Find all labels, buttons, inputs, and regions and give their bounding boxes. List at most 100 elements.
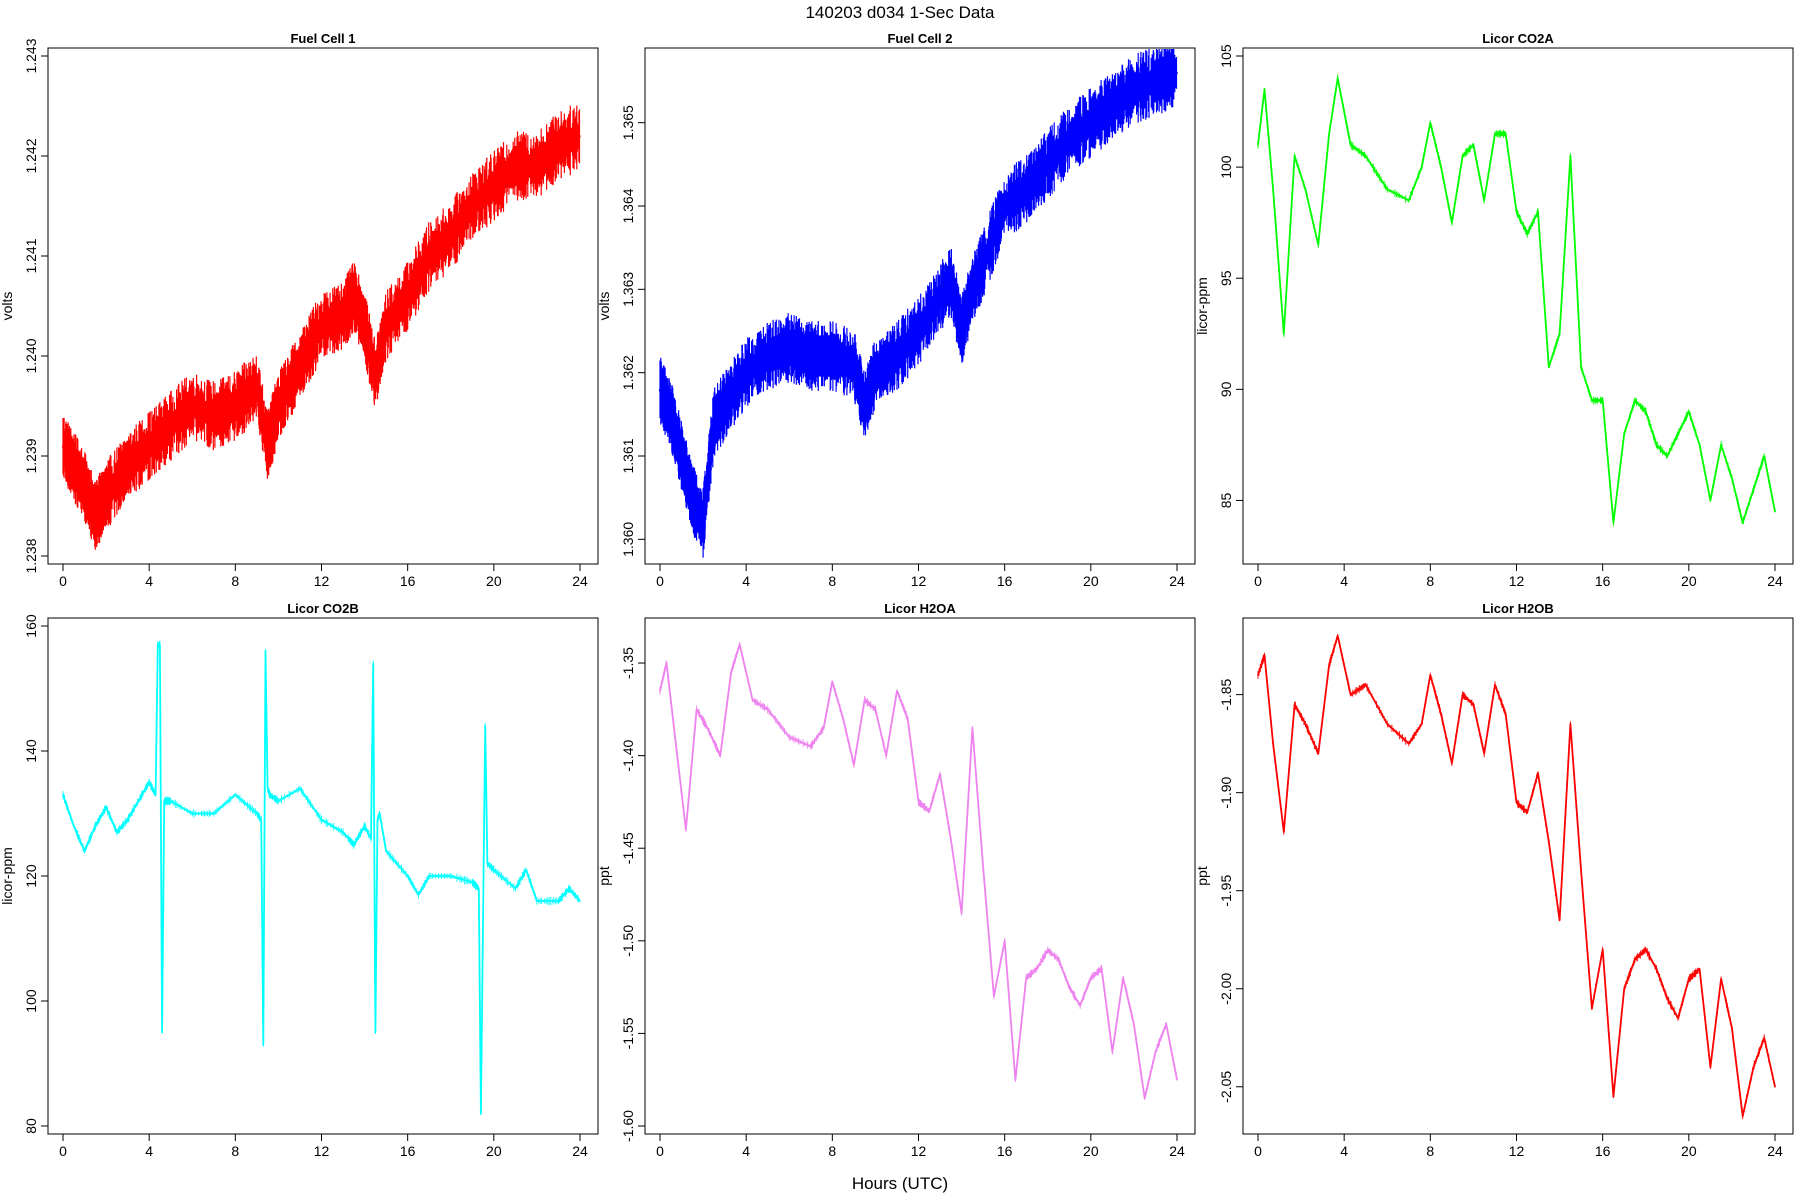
data-point: [1283, 831, 1285, 833]
data-point: [751, 699, 754, 701]
series-line: [1257, 634, 1776, 1118]
data-point: [831, 355, 834, 357]
data-point: [842, 717, 844, 720]
data-point: [1612, 521, 1615, 524]
data-point: [853, 764, 855, 766]
data-point: [299, 365, 301, 367]
data-point: [1580, 870, 1582, 872]
data-point: [536, 900, 538, 902]
data-point: [372, 662, 375, 665]
x-tick-label: 8: [828, 1143, 836, 1159]
x-tick-label: 4: [145, 573, 153, 589]
data-point: [277, 800, 280, 802]
data-point: [450, 235, 452, 237]
y-tick-label: 1.365: [620, 105, 636, 140]
data-point: [1461, 693, 1464, 696]
plot-frame: [1242, 617, 1794, 1135]
data-point: [406, 875, 409, 877]
data-point: [169, 800, 172, 802]
data-point: [1349, 144, 1352, 146]
data-point: [1558, 333, 1561, 335]
x-tick-label: 24: [1169, 1143, 1185, 1159]
data-point: [1655, 444, 1658, 446]
y-tick-label: 1.243: [23, 38, 39, 73]
data-point: [896, 690, 898, 692]
data-point: [1257, 144, 1259, 146]
y-tick-label: 120: [23, 864, 39, 888]
data-point: [234, 405, 237, 407]
data-point: [83, 850, 86, 852]
y-tick-label: 160: [23, 614, 39, 638]
data-point: [478, 887, 480, 890]
data-point: [691, 496, 694, 499]
x-tick-label: 12: [314, 1143, 330, 1159]
panel-licor-co2b: Licor CO2B licor-ppm 0 4 8 12 16 20 24 80 100 120 14…: [0, 601, 599, 1159]
data-point: [262, 1044, 265, 1046]
panel-title: Fuel Cell 1: [290, 31, 355, 46]
data-point: [1569, 155, 1572, 157]
data-point: [1429, 674, 1432, 676]
data-point: [1526, 233, 1529, 235]
data-point: [484, 725, 487, 727]
data-point: [1537, 772, 1539, 774]
data-point: [1025, 188, 1027, 191]
x-tick-label: 12: [1509, 573, 1525, 589]
x-tick-label: 12: [1509, 1143, 1525, 1159]
data-point: [1731, 477, 1733, 480]
y-tick-label: 1.361: [620, 438, 636, 473]
data-point: [1263, 654, 1266, 657]
data-point: [1100, 967, 1103, 970]
data-point: [536, 165, 538, 167]
plot-frame: [644, 617, 1196, 1135]
y-tick-label: 1.364: [620, 188, 636, 223]
data-point: [1090, 977, 1092, 979]
panel-licor-h2oa: Licor H2OA ppt 0 4 8 12 16 20 24 -1.60 -1.55 -1.50 -…: [596, 601, 1196, 1159]
data-point: [1698, 968, 1701, 970]
data-point: [1047, 949, 1049, 951]
data-point: [1257, 674, 1259, 676]
data-point: [863, 699, 866, 701]
data-point: [713, 421, 715, 424]
data-point: [1304, 723, 1307, 725]
data-point: [1154, 1051, 1157, 1053]
x-tick-label: 8: [231, 573, 239, 589]
data-point: [1364, 684, 1367, 686]
data-point: [1440, 166, 1442, 168]
data-point: [1515, 210, 1518, 213]
x-tick-label: 0: [59, 1143, 67, 1159]
x-tick-label: 20: [486, 1143, 502, 1159]
x-tick-label: 24: [1169, 573, 1185, 589]
y-tick-label: -1.85: [1218, 678, 1234, 710]
data-point: [1440, 713, 1442, 715]
y-tick-label: 1.240: [23, 338, 39, 373]
data-point: [1111, 105, 1114, 107]
x-tick-label: 16: [1595, 573, 1611, 589]
data-point: [1494, 684, 1496, 686]
data-point: [299, 787, 301, 790]
data-point: [493, 185, 495, 187]
data-point: [939, 773, 941, 775]
x-tick-label: 12: [911, 573, 927, 589]
data-point: [557, 145, 560, 147]
data-point: [353, 844, 355, 846]
data-point: [342, 315, 344, 317]
data-point: [1623, 987, 1625, 990]
data-point: [1709, 1066, 1712, 1068]
y-tick-label: 140: [23, 739, 39, 763]
data-point: [1036, 967, 1038, 970]
data-point: [1429, 121, 1432, 124]
data-point: [1122, 977, 1124, 979]
data-point: [1461, 155, 1464, 157]
data-point: [1655, 968, 1658, 970]
data-point: [659, 690, 661, 692]
data-point: [480, 1112, 482, 1115]
data-point: [706, 727, 709, 729]
data-point: [1068, 138, 1071, 141]
data-point: [723, 405, 726, 407]
data-point: [730, 671, 732, 674]
data-point: [874, 708, 877, 711]
data-point: [960, 912, 963, 914]
x-tick-label: 4: [742, 573, 750, 589]
data-point: [950, 280, 952, 282]
series-group: [62, 640, 581, 1116]
